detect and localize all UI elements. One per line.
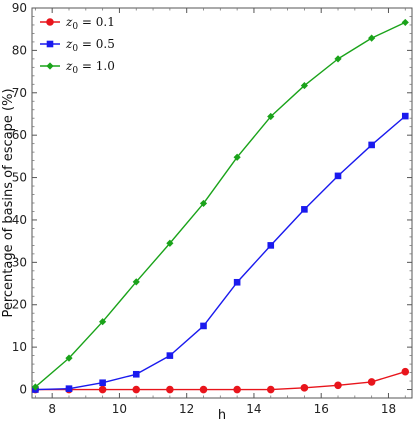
legend: z0 = 0.1 z0 = 0.5 z0 = 1.0 — [40, 15, 115, 76]
y-tick-label: 10 — [12, 340, 27, 354]
data-point — [99, 318, 107, 326]
series-line — [34, 21, 406, 388]
y-tick-label: 60 — [12, 128, 27, 142]
legend-entry: z0 = 0.5 — [65, 37, 115, 54]
y-tick-label: 70 — [12, 86, 27, 100]
data-point — [65, 385, 73, 392]
data-point — [132, 278, 140, 286]
data-point — [368, 141, 375, 149]
legend-marker — [46, 40, 54, 48]
series-line — [35, 371, 406, 391]
data-point — [367, 378, 376, 386]
data-point — [267, 242, 275, 249]
data-point — [200, 322, 207, 330]
data-point — [301, 206, 308, 213]
data-point — [99, 379, 106, 387]
legend-marker — [46, 18, 54, 26]
data-point — [31, 383, 39, 391]
y-tick-label: 40 — [12, 213, 27, 227]
y-tick-label: 30 — [12, 255, 27, 269]
series-line — [35, 115, 406, 391]
series-group — [31, 18, 410, 394]
data-point — [267, 112, 275, 121]
data-point — [401, 112, 409, 120]
data-point — [166, 385, 174, 394]
y-tick-label: 0 — [19, 383, 27, 397]
series-1 — [31, 367, 410, 394]
y-axis-label: Percentage of basins of escape (%) — [1, 88, 16, 317]
legend-entry: z0 = 1.0 — [65, 59, 115, 76]
series-2 — [32, 112, 409, 393]
y-tick-label: 20 — [12, 298, 27, 312]
x-tick-label: 18 — [381, 402, 396, 416]
data-point — [334, 55, 342, 63]
data-point — [401, 367, 410, 376]
x-tick-label: 12 — [179, 402, 194, 416]
legend-entry: z0 = 0.1 — [65, 15, 115, 32]
x-tick-label: 14 — [246, 402, 261, 416]
data-point — [166, 239, 174, 247]
series-3 — [31, 18, 409, 391]
data-point — [368, 34, 376, 42]
x-tick-label: 16 — [314, 402, 329, 416]
data-point — [334, 381, 342, 390]
data-point — [233, 385, 241, 394]
data-point — [65, 354, 73, 362]
y-tick-label: 50 — [12, 171, 27, 185]
data-point — [266, 385, 275, 394]
data-point — [199, 199, 208, 208]
legend-marker — [46, 62, 54, 70]
x-tick-label: 8 — [48, 402, 56, 416]
data-point — [233, 278, 241, 286]
axes: 8 10 12 14 16 18 0 10 20 30 40 50 60 70 80 90 — [12, 1, 412, 416]
data-point — [300, 384, 309, 392]
x-axis-label: h — [218, 408, 226, 423]
y-tick-label: 80 — [12, 43, 27, 57]
data-point — [98, 385, 107, 394]
x-tick-label: 10 — [112, 402, 127, 416]
data-point — [401, 18, 409, 27]
y-tick-label: 90 — [12, 1, 27, 15]
data-point — [300, 81, 308, 90]
data-point — [166, 352, 174, 359]
data-point — [334, 172, 342, 180]
data-point — [132, 370, 140, 378]
data-point — [233, 153, 241, 161]
data-point — [132, 385, 141, 394]
data-point — [199, 385, 208, 394]
